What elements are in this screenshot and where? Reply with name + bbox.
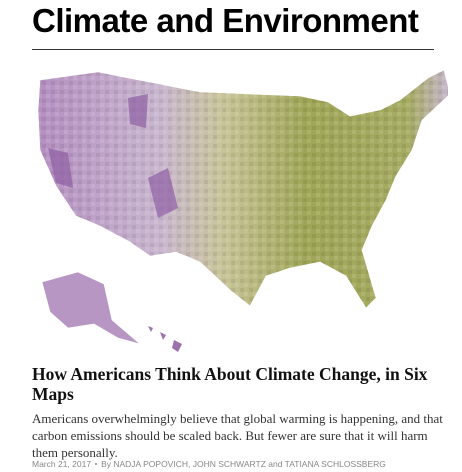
article-summary: Americans overwhelmingly believe that gl… <box>32 411 443 460</box>
separator <box>95 462 98 465</box>
hawaii <box>148 326 182 352</box>
article-meta: March 21, 2017 By NADJA POPOVICH, JOHN SC… <box>32 459 386 469</box>
divider <box>32 49 434 50</box>
map-image[interactable] <box>28 58 448 353</box>
map-texture <box>38 70 448 308</box>
alaska <box>41 271 141 345</box>
article-date: March 21, 2017 <box>32 459 92 469</box>
article-byline: By NADJA POPOVICH, JOHN SCHWARTZ and TAT… <box>101 459 386 469</box>
article-headline[interactable]: How Americans Think About Climate Change… <box>32 364 428 404</box>
section-title[interactable]: Climate and Environment <box>32 2 419 39</box>
map-region <box>48 94 178 218</box>
